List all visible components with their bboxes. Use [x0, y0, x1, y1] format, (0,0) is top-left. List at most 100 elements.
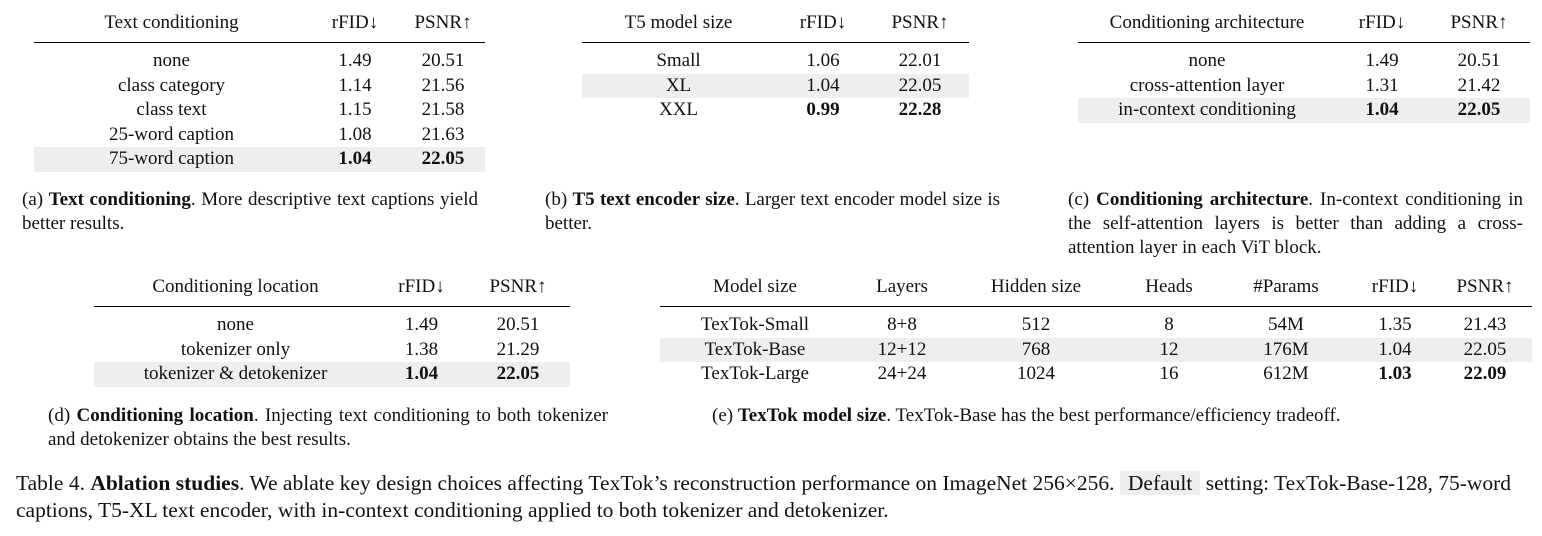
table-caption-title: Ablation studies	[90, 471, 240, 495]
psnr-cell: 20.51	[1457, 50, 1501, 72]
table-caption-label: Table 4.	[16, 471, 91, 495]
table-row: class text 1.15 21.58	[34, 98, 485, 123]
psnr-cell: 22.28	[898, 99, 942, 121]
layers-cell: 24+24	[877, 363, 927, 385]
col-header-conditioning-location: Conditioning location	[94, 268, 377, 307]
psnr-cell: 21.63	[421, 123, 465, 145]
table-caption-text-2: setting: TexTok-Base-128, 75-word captio…	[16, 471, 1512, 522]
col-header-psnr: PSNR↑	[401, 4, 485, 43]
table-c-block: Conditioning architecture rFID↓ PSNR↑ no…	[1078, 4, 1530, 123]
rfid-cell: 1.49	[1365, 50, 1399, 72]
col-header-hidden-size: Hidden size	[954, 268, 1118, 307]
hidden-size-cell: 1024	[1017, 363, 1055, 385]
layers-cell: 8+8	[887, 314, 917, 336]
rfid-cell: 0.99	[806, 99, 840, 121]
row-label: none	[217, 314, 254, 336]
caption-d-title: Conditioning location	[76, 405, 254, 426]
rfid-cell: 1.14	[338, 74, 372, 96]
col-header-rfid: rFID↓	[1352, 268, 1438, 307]
table-header-row: T5 model size rFID↓ PSNR↑	[582, 4, 969, 43]
col-header-layers: Layers	[850, 268, 954, 307]
rfid-cell: 1.04	[775, 73, 871, 98]
col-header-rfid: rFID↓	[1336, 4, 1428, 43]
caption-b-prefix: (b)	[545, 189, 573, 210]
row-label: class category	[117, 74, 226, 96]
psnr-cell: 21.29	[496, 338, 540, 360]
rfid-cell: 1.15	[338, 99, 372, 121]
table-row: cross-attention layer 1.31 21.42	[1078, 74, 1530, 99]
table-text-conditioning: Text conditioning rFID↓ PSNR↑ none 1.49 20…	[34, 4, 485, 172]
table-row: none 1.49 20.51	[34, 43, 485, 74]
table-header-row: Conditioning location rFID↓ PSNR↑	[94, 268, 570, 307]
caption-e-prefix: (e)	[712, 405, 738, 426]
table-a-block: Text conditioning rFID↓ PSNR↑ none 1.49 20…	[34, 4, 485, 172]
psnr-cell: 22.09	[1463, 363, 1507, 385]
col-header-model-size: Model size	[660, 268, 850, 307]
row-label: cross-attention layer	[1129, 74, 1285, 96]
psnr-cell: 22.05	[401, 147, 485, 172]
col-header-psnr: PSNR↑	[1438, 268, 1532, 307]
row-label: XL	[582, 73, 775, 98]
table-row: XXL 0.99 22.28	[582, 98, 969, 123]
heads-cell: 8	[1164, 314, 1174, 336]
row-label: none	[153, 50, 190, 72]
caption-a-prefix: (a)	[22, 189, 49, 210]
psnr-cell: 21.42	[1457, 74, 1501, 96]
model-cell: TexTok-Small	[700, 314, 810, 336]
table-header-row: Conditioning architecture rFID↓ PSNR↑	[1078, 4, 1530, 43]
caption-a: (a) Text conditioning. More descriptive …	[22, 188, 478, 236]
row-label: none	[1188, 50, 1226, 72]
psnr-cell: 20.51	[421, 50, 465, 72]
rfid-cell: 1.49	[338, 50, 372, 72]
caption-e-title: TexTok model size	[737, 405, 887, 426]
col-header-rfid: rFID↓	[377, 268, 466, 307]
table-b-block: T5 model size rFID↓ PSNR↑ Small 1.06 22.01…	[582, 4, 969, 123]
rfid-cell: 1.04	[377, 362, 466, 387]
col-header-psnr: PSNR↑	[871, 4, 969, 43]
table-row: none 1.49 20.51	[94, 307, 570, 338]
rfid-cell: 1.03	[1378, 363, 1412, 385]
table-caption: Table 4. Ablation studies. We ablate key…	[16, 470, 1528, 524]
col-header-psnr: PSNR↑	[1428, 4, 1530, 43]
rfid-cell: 1.31	[1365, 74, 1399, 96]
caption-e-text: . TexTok-Base has the best performance/e…	[886, 405, 1341, 426]
table-e-block: Model size Layers Hidden size Heads #Par…	[660, 268, 1532, 387]
caption-d-text: . Injecting text conditioning to both to…	[48, 405, 609, 450]
layers-cell: 12+12	[850, 337, 954, 362]
col-header-params: #Params	[1220, 268, 1352, 307]
col-header-heads: Heads	[1118, 268, 1220, 307]
col-header-t5-model-size: T5 model size	[582, 4, 775, 43]
psnr-cell: 22.05	[1428, 98, 1530, 123]
col-header-text-conditioning: Text conditioning	[34, 4, 309, 43]
rfid-cell: 1.49	[404, 314, 439, 336]
hidden-size-cell: 768	[954, 337, 1118, 362]
rfid-cell: 1.35	[1378, 314, 1412, 336]
table-conditioning-architecture: Conditioning architecture rFID↓ PSNR↑ no…	[1078, 4, 1530, 123]
row-label: tokenizer only	[180, 338, 291, 360]
table-row: Small 1.06 22.01	[582, 43, 969, 74]
caption-a-title: Text conditioning	[48, 189, 191, 210]
table-conditioning-location: Conditioning location rFID↓ PSNR↑ none 1.…	[94, 268, 570, 387]
table-row: TexTok-Small 8+8 512 8 54M 1.35 21.43	[660, 307, 1532, 338]
table-row: class category 1.14 21.56	[34, 74, 485, 99]
caption-e: (e) TexTok model size. TexTok-Base has t…	[712, 404, 1512, 428]
row-label: in-context conditioning	[1078, 98, 1336, 123]
table-header-row: Text conditioning rFID↓ PSNR↑	[34, 4, 485, 43]
caption-c-text: . In-context conditioning in the self-at…	[1068, 189, 1523, 258]
model-cell: TexTok-Base	[660, 337, 850, 362]
row-label: 75-word caption	[34, 147, 309, 172]
psnr-cell: 21.58	[421, 99, 465, 121]
col-header-psnr: PSNR↑	[466, 268, 570, 307]
col-header-rfid: rFID↓	[775, 4, 871, 43]
psnr-cell: 22.05	[1438, 337, 1532, 362]
table-row: TexTok-Large 24+24 1024 16 612M 1.03 22.…	[660, 362, 1532, 387]
table-row-default: tokenizer & detokenizer 1.04 22.05	[94, 362, 570, 387]
psnr-cell: 20.51	[496, 314, 540, 336]
psnr-cell: 21.43	[1463, 314, 1507, 336]
default-highlight-label: Default	[1119, 471, 1201, 495]
table-row-default: in-context conditioning 1.04 22.05	[1078, 98, 1530, 123]
table-row: tokenizer only 1.38 21.29	[94, 338, 570, 363]
table-header-row: Model size Layers Hidden size Heads #Par…	[660, 268, 1532, 307]
table-d-block: Conditioning location rFID↓ PSNR↑ none 1.…	[94, 268, 570, 387]
caption-c: (c) Conditioning architecture. In-contex…	[1068, 188, 1523, 260]
